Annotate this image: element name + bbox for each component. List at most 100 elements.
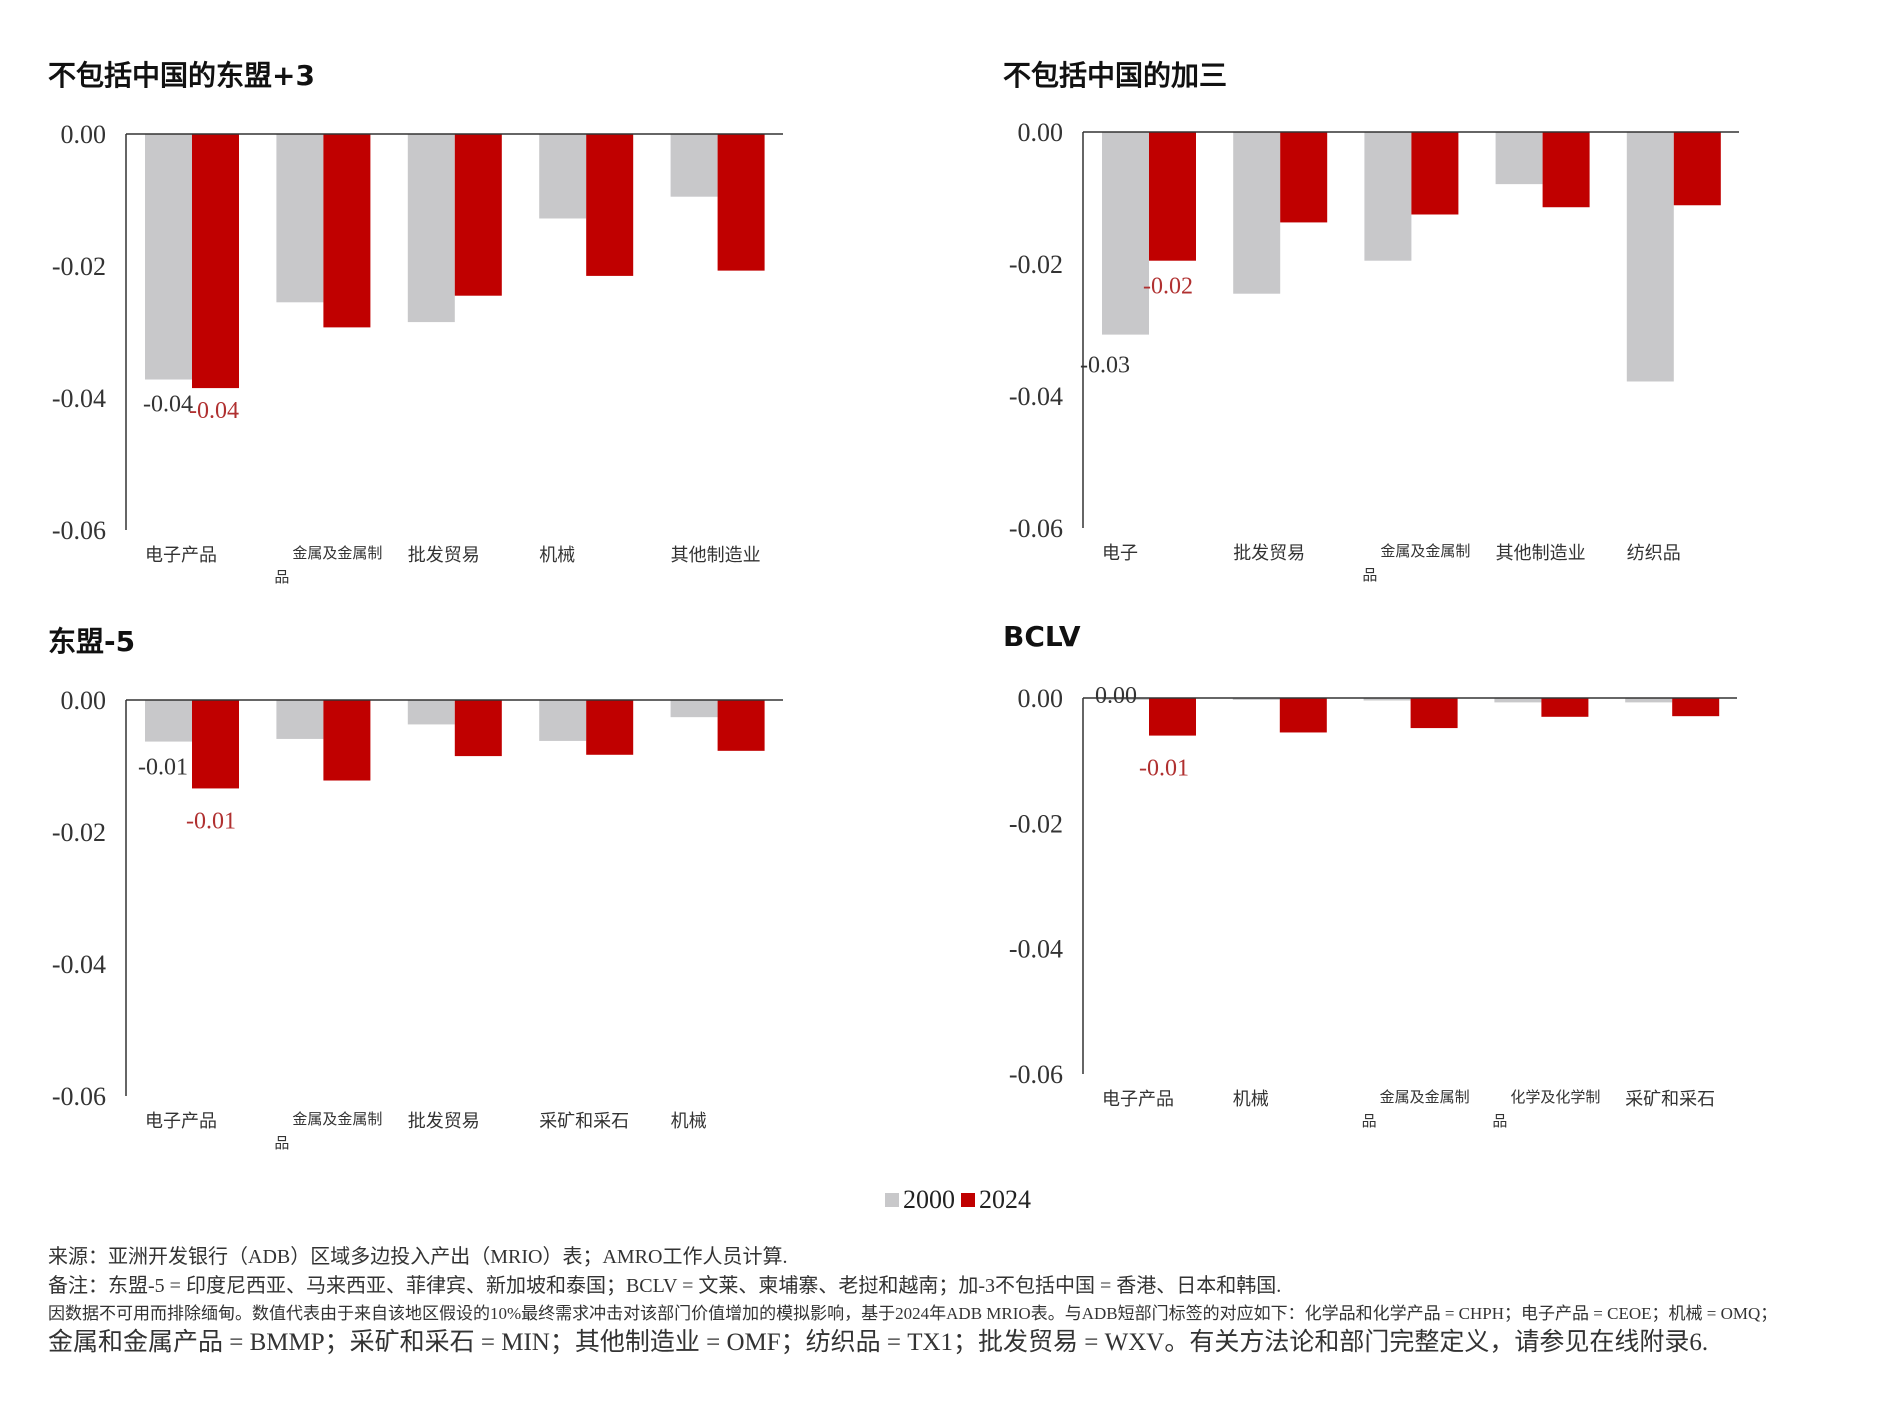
category-label: 采矿和采石 xyxy=(539,1111,629,1132)
bar-2024 xyxy=(323,700,371,781)
category-label: 机械 xyxy=(539,545,575,566)
bar-2000 xyxy=(407,700,455,725)
category-label: 采矿和采石 xyxy=(1625,1089,1715,1110)
bar-2024 xyxy=(1672,698,1720,717)
definition-note: 备注：东盟-5 = 印度尼西亚、马来西亚、菲律宾、新加坡和泰国；BCLV = 文… xyxy=(48,1275,1282,1297)
bar-2000 xyxy=(1102,698,1149,700)
category-label: 电子产品 xyxy=(145,1111,217,1132)
category-label: 化学及化学制品 xyxy=(1492,1088,1600,1130)
bar-2000 xyxy=(539,700,587,741)
bar-2024 xyxy=(1542,132,1590,208)
bar-2000 xyxy=(276,700,324,739)
bar-2000 xyxy=(1625,698,1673,703)
chart-title: BCLV xyxy=(1003,620,1081,653)
detail-note: 因数据不可用而排除缅甸。数值代表由于来自该地区假设的10%最终需求冲击对该部门价… xyxy=(48,1304,1778,1323)
chart-title: 东盟-5 xyxy=(48,625,136,658)
category-label: 机械 xyxy=(1233,1089,1269,1110)
data-label: -0.03 xyxy=(1080,353,1130,379)
category-label: 金属及金属制品 xyxy=(1362,1088,1470,1130)
bar-2000 xyxy=(1626,132,1674,382)
chart-title: 不包括中国的加三 xyxy=(1003,59,1228,92)
bar-2024 xyxy=(586,700,634,755)
category-label: 机械 xyxy=(671,1111,707,1132)
bar-2000 xyxy=(1363,698,1411,701)
y-tick-label: 0.00 xyxy=(1018,684,1064,713)
bar-2000 xyxy=(145,134,192,380)
bar-2024 xyxy=(1411,132,1459,215)
y-tick-label: -0.04 xyxy=(52,384,106,413)
y-tick-label: -0.02 xyxy=(1009,809,1063,838)
bar-2000 xyxy=(1102,132,1149,335)
y-tick-label: -0.06 xyxy=(1009,514,1063,543)
bar-2024 xyxy=(1673,132,1721,206)
y-tick-label: -0.04 xyxy=(1009,382,1063,411)
category-label: 金属及金属制品 xyxy=(274,544,382,586)
bar-2024 xyxy=(454,134,502,296)
category-label: 批发贸易 xyxy=(408,1111,480,1132)
category-label: 电子 xyxy=(1102,543,1138,564)
category-label: 电子产品 xyxy=(145,545,217,566)
y-tick-label: -0.06 xyxy=(52,516,106,545)
legend-swatch-2000 xyxy=(885,1193,899,1207)
y-tick-label: -0.04 xyxy=(52,950,106,979)
category-label: 其他制造业 xyxy=(1496,543,1586,564)
category-label: 其他制造业 xyxy=(671,545,761,566)
y-tick-label: 0.00 xyxy=(61,120,107,149)
bar-2000 xyxy=(1364,132,1412,261)
legend: 2000 2024 xyxy=(885,1185,1037,1215)
chart-notes: 来源：亚洲开发银行（ADB）区域多边投入产出（MRIO）表；AMRO工作人员计算… xyxy=(48,1243,1848,1360)
y-tick-label: -0.06 xyxy=(1009,1060,1063,1089)
bar-2024 xyxy=(1149,132,1196,261)
bar-2000 xyxy=(1233,132,1281,294)
category-label: 电子产品 xyxy=(1102,1089,1174,1110)
bar-2000 xyxy=(1232,698,1280,700)
y-tick-label: 0.00 xyxy=(1018,118,1064,147)
bar-2024 xyxy=(1541,698,1589,717)
legend-item-2024: 2024 xyxy=(961,1185,1031,1215)
legend-item-2000: 2000 xyxy=(885,1185,955,1215)
y-tick-label: -0.02 xyxy=(52,818,106,847)
data-label: -0.04 xyxy=(189,398,239,424)
bar-2024 xyxy=(192,700,239,789)
bar-2024 xyxy=(1149,698,1196,736)
data-label: 0.00 xyxy=(1095,683,1137,709)
bar-2000 xyxy=(145,700,192,742)
bar-2024 xyxy=(192,134,239,389)
mapping-note: 金属和金属产品 = BMMP；采矿和采石 = MIN；其他制造业 = OMF；纺… xyxy=(48,1329,1709,1356)
category-label: 纺织品 xyxy=(1627,543,1681,564)
bar-2000 xyxy=(407,134,455,323)
bar-2000 xyxy=(276,134,324,303)
bar-2024 xyxy=(1410,698,1458,729)
bar-2024 xyxy=(586,134,634,276)
bar-2024 xyxy=(323,134,371,328)
chart-title: 不包括中国的东盟+3 xyxy=(48,59,315,92)
data-label: -0.04 xyxy=(143,392,193,418)
data-label: -0.01 xyxy=(1139,756,1189,782)
y-tick-label: -0.04 xyxy=(1009,935,1063,964)
bar-2024 xyxy=(717,700,765,751)
data-label: -0.01 xyxy=(138,755,188,781)
y-tick-label: -0.02 xyxy=(1009,250,1063,279)
category-label: 批发贸易 xyxy=(1233,543,1305,564)
category-label: 金属及金属制品 xyxy=(274,1110,382,1152)
category-label: 金属及金属制品 xyxy=(1362,542,1470,584)
legend-label-2024: 2024 xyxy=(979,1185,1031,1214)
legend-label-2000: 2000 xyxy=(903,1185,955,1214)
bar-2024 xyxy=(717,134,765,271)
legend-swatch-2024 xyxy=(961,1193,975,1207)
data-label: -0.01 xyxy=(186,808,236,834)
bar-2000 xyxy=(670,700,718,718)
category-label: 批发贸易 xyxy=(408,545,480,566)
bar-2000 xyxy=(670,134,718,197)
bar-2000 xyxy=(1495,132,1543,185)
bar-2024 xyxy=(454,700,502,757)
data-label: -0.02 xyxy=(1143,274,1193,300)
source-note: 来源：亚洲开发银行（ADB）区域多边投入产出（MRIO）表；AMRO工作人员计算… xyxy=(48,1246,788,1268)
y-tick-label: -0.02 xyxy=(52,252,106,281)
bar-2000 xyxy=(539,134,587,219)
bar-2000 xyxy=(1494,698,1542,703)
y-tick-label: 0.00 xyxy=(61,686,107,715)
y-tick-label: -0.06 xyxy=(52,1082,106,1111)
bar-2024 xyxy=(1279,698,1327,733)
